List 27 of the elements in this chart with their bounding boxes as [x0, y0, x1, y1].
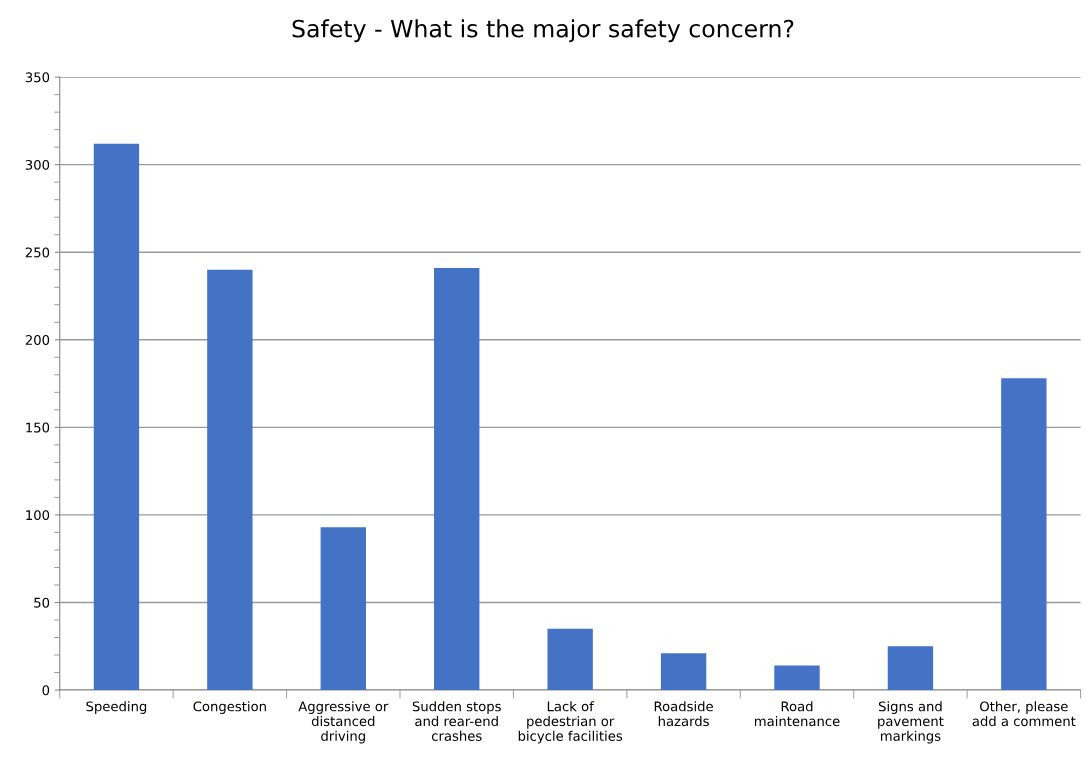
- x-tick-label: Speeding: [86, 701, 147, 714]
- x-tick-label: Lack of pedestrian or bicycle facilities: [518, 701, 623, 744]
- y-tick-label: 300: [25, 159, 50, 170]
- bar: [434, 267, 480, 691]
- x-tick-label: Other, please add a comment: [972, 701, 1076, 727]
- x-tick-label: Roadside hazards: [654, 701, 713, 727]
- y-tick-label: 200: [25, 335, 50, 345]
- chart-title: Safety - What is the major safety concern?: [292, 19, 794, 43]
- bar: [207, 269, 253, 691]
- x-tick-label: Road maintenance: [754, 701, 840, 727]
- x-tick-label: Congestion: [193, 701, 266, 714]
- y-tick-label: 0: [42, 685, 50, 696]
- y-tick-label: 250: [25, 247, 50, 258]
- bar: [320, 527, 366, 691]
- bar: [1001, 378, 1047, 691]
- x-tick-label: Signs and pavement markings: [878, 701, 944, 744]
- y-tick-label: 350: [25, 72, 50, 83]
- x-tick-label: Sudden stops and rear-end crashes: [412, 701, 501, 741]
- y-tick-label: 50: [34, 597, 50, 608]
- bar: [660, 653, 707, 691]
- y-tick-label: 100: [26, 510, 50, 521]
- bar: [887, 646, 934, 691]
- x-tick-label: Aggressive or distanced driving: [298, 701, 389, 744]
- bar: [547, 628, 593, 691]
- bar: [774, 665, 820, 691]
- bar: [93, 143, 140, 691]
- y-tick-label: 150: [26, 422, 50, 433]
